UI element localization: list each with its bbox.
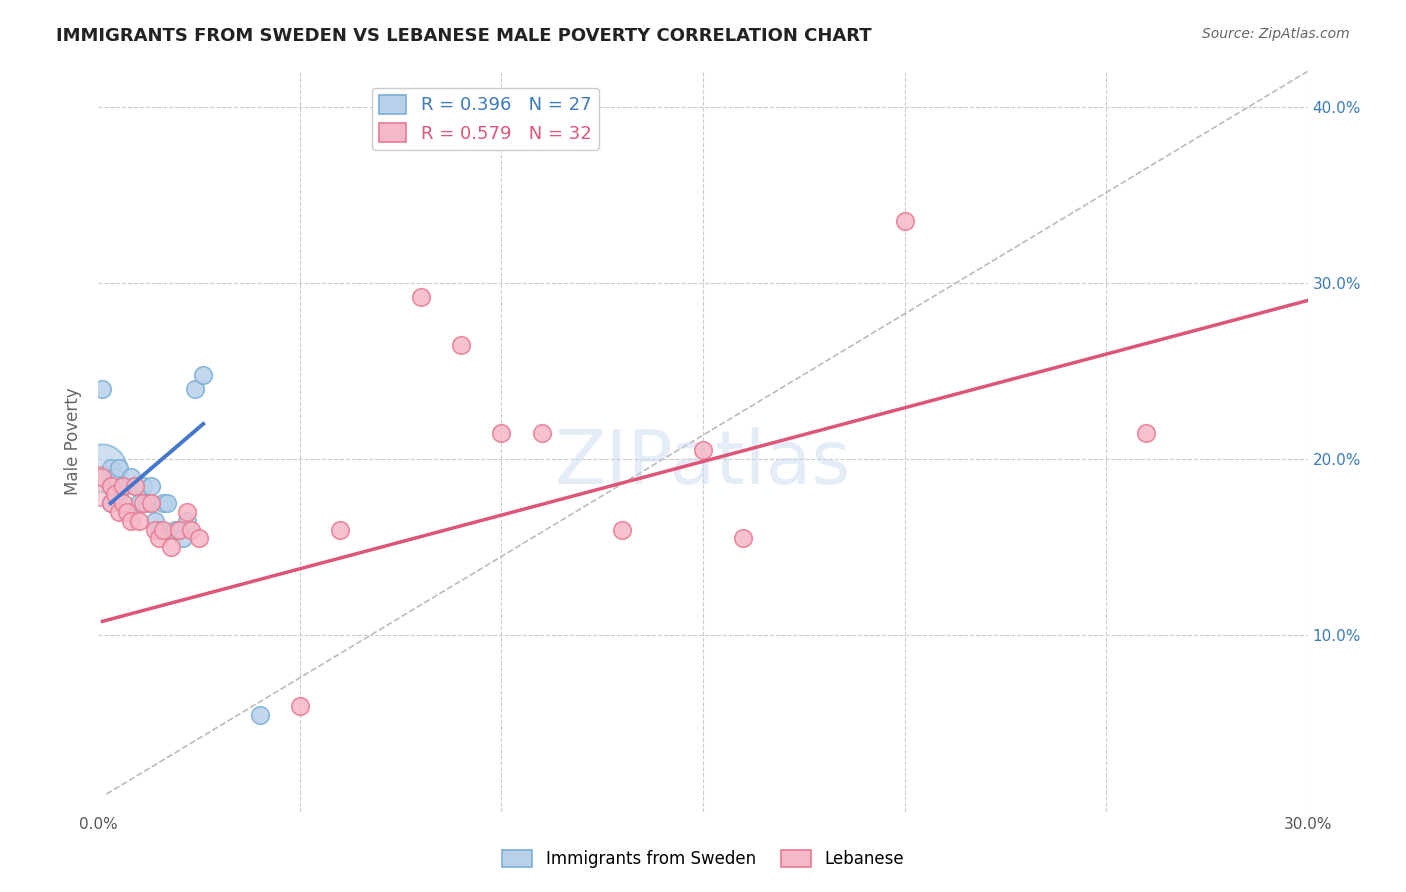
Point <box>100 496 122 510</box>
Text: IMMIGRANTS FROM SWEDEN VS LEBANESE MALE POVERTY CORRELATION CHART: IMMIGRANTS FROM SWEDEN VS LEBANESE MALE … <box>56 27 872 45</box>
Point <box>139 478 162 492</box>
Point <box>692 443 714 458</box>
Point <box>107 487 129 501</box>
Point <box>143 523 166 537</box>
Point <box>124 478 146 492</box>
Point <box>124 478 146 492</box>
Point <box>152 496 174 510</box>
Point <box>612 523 634 537</box>
Point <box>100 496 122 510</box>
Point <box>111 478 134 492</box>
Point <box>132 496 155 510</box>
Point <box>91 478 114 492</box>
Point <box>184 382 207 396</box>
Point <box>167 523 190 537</box>
Point <box>176 505 198 519</box>
Point <box>107 461 129 475</box>
Point <box>193 368 215 382</box>
Point <box>188 532 211 546</box>
Point <box>156 496 179 510</box>
Text: Source: ZipAtlas.com: Source: ZipAtlas.com <box>1202 27 1350 41</box>
Point <box>172 532 194 546</box>
Point <box>111 496 134 510</box>
Point <box>128 496 150 510</box>
Y-axis label: Male Poverty: Male Poverty <box>65 388 83 495</box>
Point <box>103 470 125 484</box>
Point <box>111 478 134 492</box>
Point <box>103 487 125 501</box>
Point <box>329 523 352 537</box>
Point <box>103 487 125 501</box>
Point <box>148 532 170 546</box>
Point <box>148 523 170 537</box>
Point <box>107 505 129 519</box>
Point <box>91 461 114 475</box>
Point <box>530 425 553 440</box>
Point <box>91 382 114 396</box>
Point <box>180 523 202 537</box>
Point <box>409 290 432 304</box>
Text: ZIPatlas: ZIPatlas <box>555 427 851 500</box>
Point <box>115 505 138 519</box>
Point <box>152 523 174 537</box>
Point <box>733 532 755 546</box>
Point <box>120 470 142 484</box>
Point <box>120 514 142 528</box>
Point <box>115 505 138 519</box>
Point <box>100 478 122 492</box>
Point <box>176 514 198 528</box>
Point <box>163 523 186 537</box>
Point <box>100 478 122 492</box>
Point <box>893 214 915 228</box>
Point <box>100 461 122 475</box>
Point <box>160 541 183 555</box>
Point <box>1135 425 1157 440</box>
Point <box>450 337 472 351</box>
Point <box>249 707 271 722</box>
Point <box>288 698 311 713</box>
Legend: R = 0.396   N = 27, R = 0.579   N = 32: R = 0.396 N = 27, R = 0.579 N = 32 <box>373 87 599 150</box>
Point <box>491 425 513 440</box>
Point <box>143 514 166 528</box>
Point <box>135 496 157 510</box>
Point <box>139 496 162 510</box>
Point <box>132 478 155 492</box>
Point <box>167 523 190 537</box>
Legend: Immigrants from Sweden, Lebanese: Immigrants from Sweden, Lebanese <box>496 843 910 875</box>
Point <box>128 514 150 528</box>
Point <box>91 470 114 484</box>
